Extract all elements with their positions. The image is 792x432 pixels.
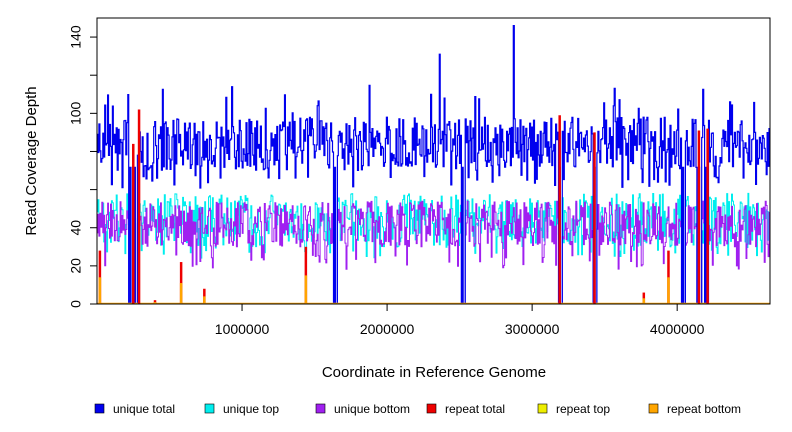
legend: unique total unique top unique bottom repea…: [94, 402, 741, 416]
y-tick-label: 40: [68, 220, 84, 236]
x-axis: 1000000 2000000 3000000 4000000: [215, 304, 705, 337]
legend-label: repeat total: [445, 402, 505, 416]
x-tick-label: 2000000: [360, 321, 415, 337]
x-tick-label: 4000000: [650, 321, 705, 337]
legend-label: unique top: [223, 402, 279, 416]
y-tick-label: 140: [68, 25, 84, 49]
x-axis-title: Coordinate in Reference Genome: [322, 364, 546, 381]
y-tick-label: 20: [68, 258, 84, 274]
legend-label: unique bottom: [334, 402, 410, 416]
y-axis-title: Read Coverage Depth: [23, 86, 40, 235]
y-tick-label: 100: [68, 101, 84, 125]
legend-swatch-0: [94, 403, 105, 414]
legend-swatch-3: [426, 403, 437, 414]
y-tick-label: 0: [68, 300, 84, 308]
legend-swatch-2: [315, 403, 326, 414]
x-tick-label: 3000000: [505, 321, 560, 337]
legend-swatch-5: [648, 403, 659, 414]
legend-label: unique total: [113, 402, 175, 416]
plot-frame: [96, 17, 771, 305]
series-line-unique-total: [97, 25, 770, 304]
y-axis: 0 20 40 100 140: [68, 25, 97, 308]
legend-label: repeat bottom: [667, 402, 741, 416]
x-tick-label: 1000000: [215, 321, 270, 337]
legend-swatch-1: [204, 403, 215, 414]
series-line-unique-bottom: [97, 200, 770, 304]
legend-label: repeat top: [556, 402, 610, 416]
series-layer: [97, 25, 770, 304]
legend-swatch-4: [537, 403, 548, 414]
